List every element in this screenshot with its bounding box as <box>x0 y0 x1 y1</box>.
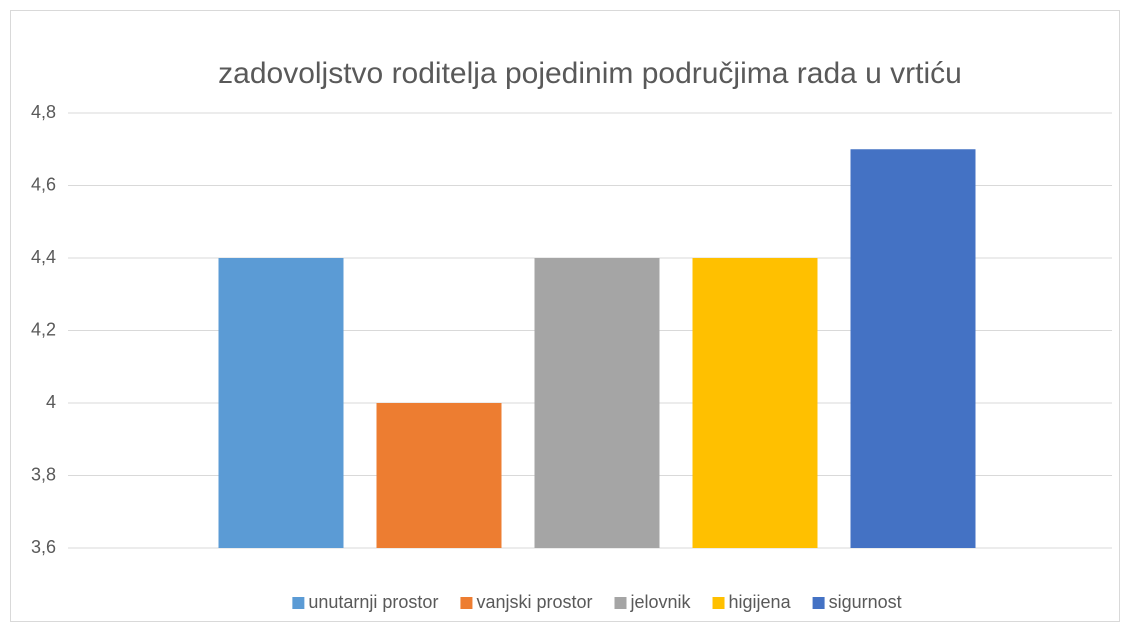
legend-swatch <box>712 597 725 609</box>
bar <box>850 149 976 548</box>
y-tick-label: 4,8 <box>31 102 56 122</box>
legend: unutarnji prostor vanjski prostor jelovnik… <box>292 592 902 612</box>
y-tick-label: 4,6 <box>31 174 56 194</box>
legend-label: sigurnost <box>829 592 902 612</box>
legend-label: jelovnik <box>629 592 691 612</box>
legend-label: higijena <box>729 592 792 612</box>
legend-swatch <box>292 597 305 609</box>
bar <box>692 258 818 548</box>
y-tick-label: 3,6 <box>31 537 56 557</box>
legend-label: unutarnji prostor <box>308 592 438 612</box>
y-tick-label: 3,8 <box>31 464 56 484</box>
y-tick-label: 4 <box>46 392 56 412</box>
legend-swatch <box>812 597 825 609</box>
bar <box>376 403 502 548</box>
legend-label: vanjski prostor <box>476 592 592 612</box>
legend-swatch <box>460 597 473 609</box>
y-tick-label: 4,2 <box>31 319 56 339</box>
bar <box>534 258 660 548</box>
legend-swatch <box>614 597 627 609</box>
chart-title: zadovoljstvo roditelja pojedinim područj… <box>218 57 962 90</box>
y-tick-label: 4,4 <box>31 247 56 267</box>
bar <box>218 258 344 548</box>
